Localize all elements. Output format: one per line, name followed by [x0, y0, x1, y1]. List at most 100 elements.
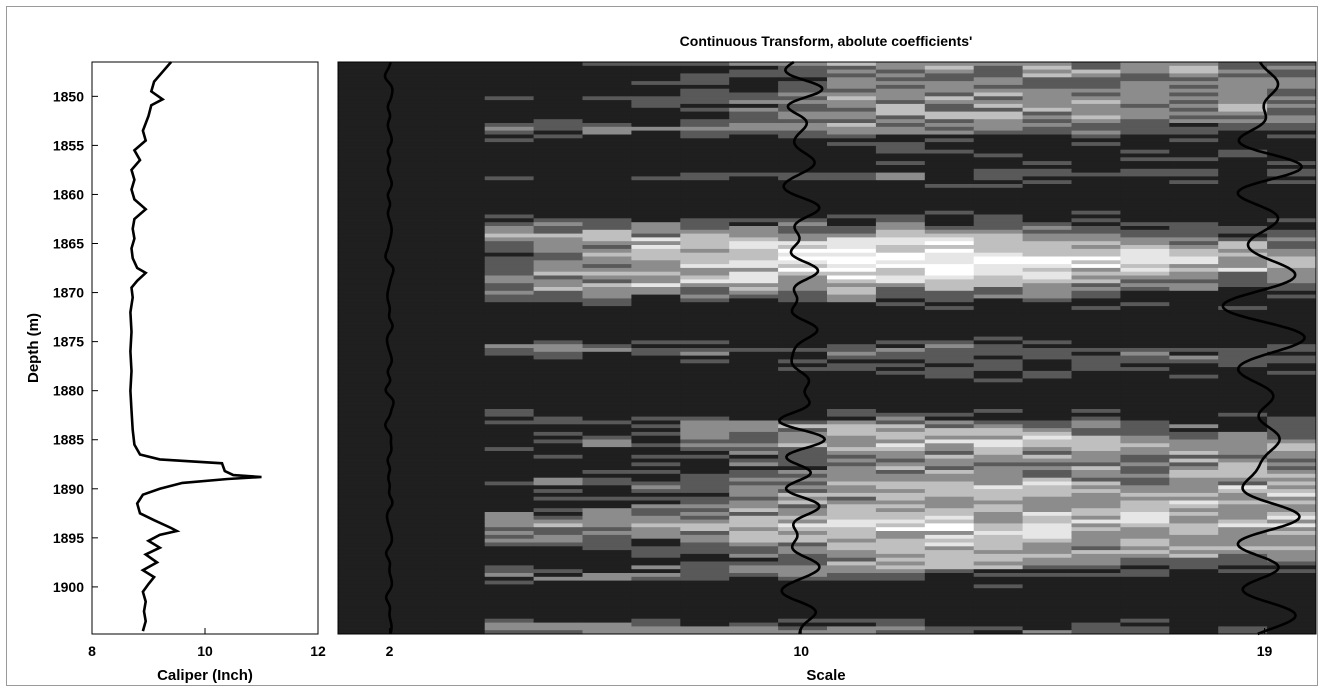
heatmap-cell [1267, 397, 1317, 402]
heatmap-cell [1071, 123, 1121, 128]
heatmap-cell [1169, 496, 1219, 501]
heatmap-cell [1022, 523, 1072, 528]
heatmap-cell [484, 553, 535, 559]
heatmap-cell [729, 405, 779, 410]
heatmap-cell [386, 294, 437, 299]
heatmap-cell [1169, 523, 1219, 528]
heatmap-cell [484, 534, 535, 540]
heatmap-cell [1267, 199, 1317, 204]
heatmap-cell [973, 191, 1024, 196]
heatmap-cell [631, 363, 681, 368]
heatmap-cell [1169, 142, 1219, 147]
heatmap-cell [827, 218, 877, 223]
heatmap-cell [680, 92, 730, 97]
heatmap-cell [778, 614, 828, 620]
heatmap-cell [827, 630, 877, 635]
heatmap-cell [386, 542, 437, 547]
heatmap-cell [1022, 336, 1072, 341]
heatmap-cell [1169, 126, 1219, 132]
heatmap-cell [778, 222, 828, 227]
heatmap-cell [778, 397, 828, 402]
heatmap-cell [680, 584, 730, 589]
heatmap-cell [973, 340, 1024, 345]
heatmap-cell [1120, 466, 1170, 471]
heatmap-cell [924, 588, 975, 593]
heatmap-cell [582, 142, 632, 147]
heatmap-cell [338, 592, 388, 597]
heatmap-cell [1169, 287, 1219, 292]
heatmap-cell [631, 565, 681, 570]
heatmap-cell [338, 325, 388, 330]
heatmap-cell [1169, 622, 1219, 627]
heatmap-cell [1022, 73, 1072, 78]
heatmap-cell [1071, 569, 1121, 574]
heatmap-cell [1218, 561, 1268, 566]
heatmap-cell [1169, 306, 1219, 311]
heatmap-cell [729, 367, 779, 372]
heatmap-cell [1120, 447, 1170, 452]
heatmap-cell [533, 77, 583, 82]
heatmap-cell [582, 294, 632, 299]
heatmap-cell [631, 241, 681, 246]
heatmap-cell [338, 424, 388, 429]
heatmap-cell [1120, 409, 1170, 414]
heatmap-cell [729, 321, 779, 326]
heatmap-cell [435, 191, 486, 196]
heatmap-cell [386, 603, 437, 608]
heatmap-cell [338, 348, 388, 353]
heatmap-cell [631, 412, 681, 418]
heatmap-cell [827, 62, 877, 67]
heatmap-cell [1071, 229, 1121, 235]
heatmap-cell [582, 599, 632, 604]
heatmap-cell [1022, 195, 1072, 200]
heatmap-cell [484, 100, 535, 105]
heatmap-cell [924, 111, 975, 116]
heatmap-cell [1169, 531, 1219, 536]
heatmap-cell [338, 184, 388, 189]
heatmap-cell [1169, 382, 1219, 387]
heatmap-cell [778, 462, 828, 467]
heatmap-cell [484, 328, 535, 334]
heatmap-cell [484, 424, 535, 429]
heatmap-cell [1218, 245, 1268, 250]
heatmap-cell [484, 245, 535, 250]
heatmap-cell [484, 443, 535, 448]
heatmap-cell [875, 492, 926, 498]
heatmap-cell [533, 557, 583, 562]
heatmap-cell [631, 290, 681, 296]
heatmap-cell [778, 287, 828, 292]
heatmap-cell [435, 592, 486, 597]
heatmap-cell [1022, 317, 1072, 322]
heatmap-cell [533, 126, 583, 132]
heatmap-cell [484, 557, 535, 562]
heatmap-cell [1022, 393, 1072, 399]
heatmap-cell [924, 599, 975, 604]
heatmap-cell [1022, 569, 1072, 574]
heatmap-cell [631, 168, 681, 174]
heatmap-cell [1120, 565, 1170, 570]
heatmap-cell [386, 504, 437, 509]
heatmap-cell [680, 363, 730, 368]
heatmap-cell [338, 119, 388, 124]
heatmap-cell [484, 485, 535, 490]
heatmap-cell [1071, 614, 1121, 620]
heatmap-cell [435, 553, 486, 559]
heatmap-cell [1120, 172, 1170, 177]
heatmap-cell [1022, 332, 1072, 337]
heatmap-cell [827, 439, 877, 444]
heatmap-cell [778, 210, 828, 215]
heatmap-cell [1120, 359, 1170, 364]
heatmap-cell [729, 203, 779, 208]
heatmap-cell [533, 405, 583, 410]
scale-ticks: 2 10 19 [386, 628, 1273, 659]
heatmap-cell [680, 508, 730, 513]
heatmap-cell [338, 443, 388, 448]
heatmap-cell [729, 191, 779, 196]
heatmap-cell [973, 119, 1024, 124]
heatmap-cell [1071, 153, 1121, 158]
heatmap-cell [1218, 237, 1268, 242]
heatmap-cell [1022, 622, 1072, 627]
heatmap-cell [582, 92, 632, 97]
heatmap-cell [1218, 206, 1268, 212]
scale-series-lines [383, 60, 1306, 636]
